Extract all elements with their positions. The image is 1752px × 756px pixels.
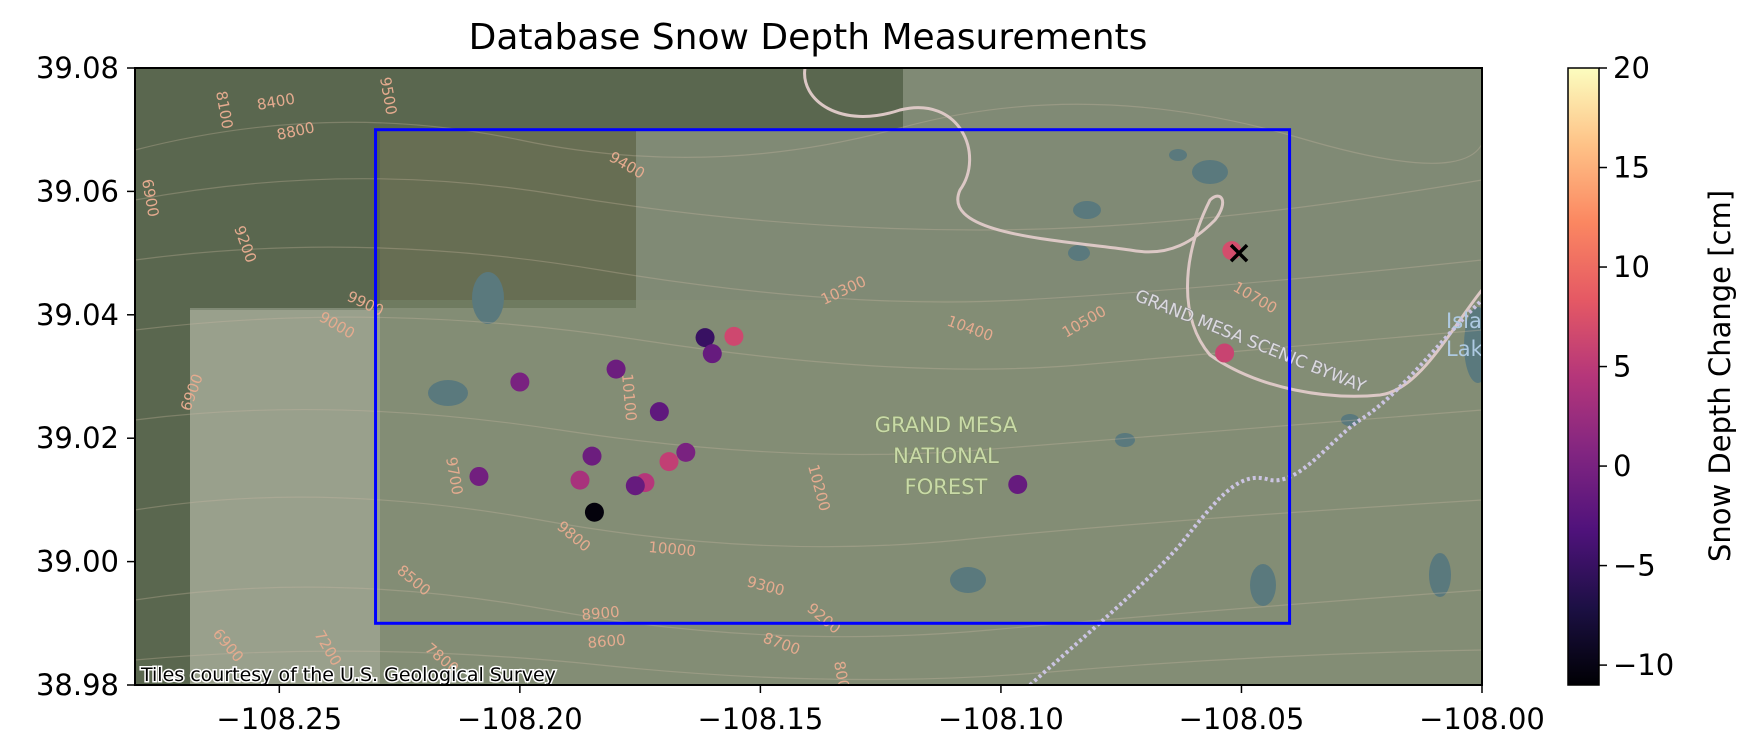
data-point xyxy=(582,446,602,466)
target-marker-layer xyxy=(1229,243,1249,263)
bounding-box-layer xyxy=(374,128,1292,625)
basemap-forest-patch xyxy=(380,130,636,300)
colorbar-tick-label: 0 xyxy=(1613,449,1631,483)
y-tick-label: 39.06 xyxy=(36,174,119,208)
data-point xyxy=(510,372,530,392)
x-tick-label: −108.05 xyxy=(1179,702,1305,736)
contour-label: 10000 xyxy=(648,538,697,560)
colorbar-tick-label: −10 xyxy=(1613,648,1674,682)
data-point xyxy=(606,359,626,379)
basemap-pale-mesa xyxy=(190,310,380,685)
colorbar-label: Snow Depth Change [cm] xyxy=(1703,190,1737,562)
basemap-ponds xyxy=(428,149,1482,606)
data-point xyxy=(469,466,489,486)
basemap-haze xyxy=(135,68,1482,685)
y-axis-ticks: 38.98 39.00 39.02 39.04 39.06 39.08 xyxy=(36,51,135,702)
basemap-dark-forest xyxy=(135,68,903,685)
colorbar-tick-label: 10 xyxy=(1613,250,1650,284)
contour-label: 10100 xyxy=(618,373,640,422)
lake-label-line-1: Isla xyxy=(1446,309,1482,333)
data-point xyxy=(1215,343,1235,363)
y-tick-label: 39.04 xyxy=(36,298,119,332)
colorbar-gradient xyxy=(1568,68,1599,685)
data-point xyxy=(649,402,669,422)
colorbar-tick-label: 15 xyxy=(1613,151,1650,185)
y-tick-label: 38.98 xyxy=(36,668,119,702)
attribution-text: Tiles courtesy of the U.S. Geological Su… xyxy=(140,664,556,686)
forest-label-line-2: NATIONAL xyxy=(893,444,999,468)
data-point xyxy=(695,328,715,348)
colorbar-tick-label: 5 xyxy=(1613,350,1631,384)
y-tick-label: 39.00 xyxy=(36,545,119,579)
colorbar-tick-label: 20 xyxy=(1613,51,1650,85)
x-tick-label: −108.15 xyxy=(698,702,824,736)
data-point xyxy=(724,326,744,346)
contour-label: 8900 xyxy=(581,603,621,624)
y-tick-label: 39.08 xyxy=(36,51,119,85)
plot-frame xyxy=(134,67,1483,686)
x-tick-label: −108.25 xyxy=(216,702,342,736)
x-tick-label: −108.20 xyxy=(457,702,583,736)
forest-label-line-3: FOREST xyxy=(905,475,988,499)
data-point xyxy=(702,344,722,364)
scenic-byway-road xyxy=(803,68,1482,398)
x-tick-label: −108.00 xyxy=(1419,702,1545,736)
data-point xyxy=(1008,474,1028,494)
data-point xyxy=(584,502,604,522)
contour-label: 8600 xyxy=(587,631,627,652)
trail-line xyxy=(1028,298,1482,685)
data-point xyxy=(625,476,645,496)
colorbar-tick-label: −5 xyxy=(1613,549,1656,583)
basemap: GRAND MESA NATIONAL FOREST GRAND MESA SC… xyxy=(135,68,1484,685)
x-axis-ticks: −108.25 −108.20 −108.15 −108.10 −108.05 −108.… xyxy=(216,685,1545,736)
colorbar-ticks: −10 −5 0 5 10 15 20 xyxy=(1599,51,1674,682)
y-tick-label: 39.02 xyxy=(36,421,119,455)
data-point xyxy=(570,470,590,490)
colorbar-frame xyxy=(1567,67,1600,686)
bounding-box xyxy=(374,128,1292,625)
data-point xyxy=(676,442,696,462)
basemap-contour-lines xyxy=(135,103,1482,681)
x-marker xyxy=(1229,243,1249,263)
lake-label-line-2: Lak xyxy=(1446,337,1484,361)
data-point xyxy=(659,452,679,472)
scatter-points xyxy=(469,241,1242,522)
forest-label-line-1: GRAND MESA xyxy=(875,413,1018,437)
chart-title: Database Snow Depth Measurements xyxy=(469,17,1148,58)
basemap-plateau-tone xyxy=(380,300,1482,685)
x-tick-label: −108.10 xyxy=(938,702,1064,736)
